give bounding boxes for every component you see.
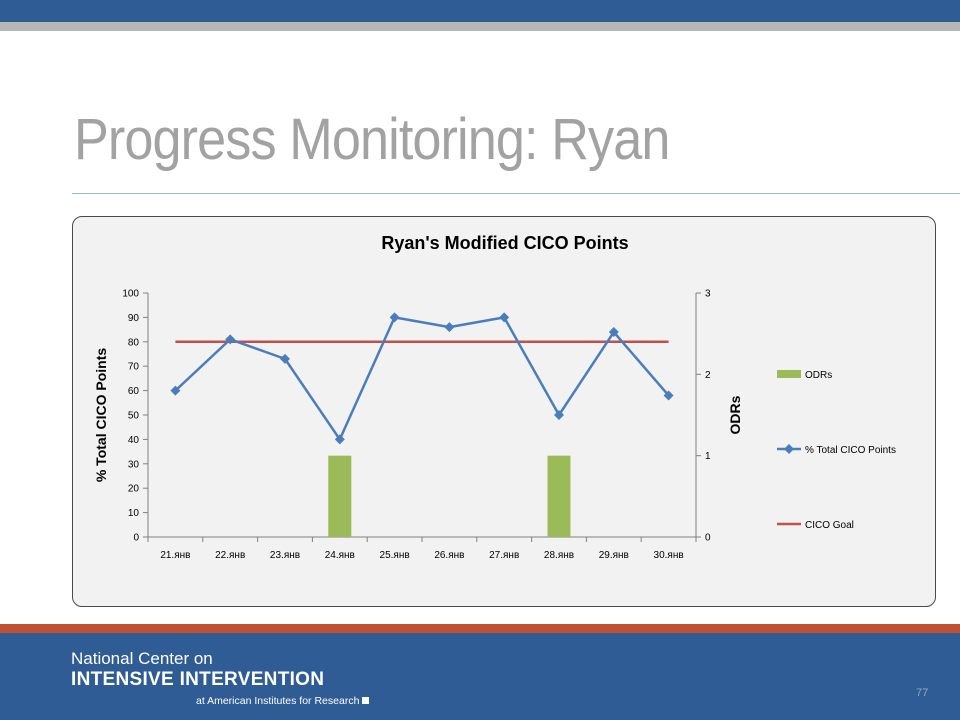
cico-point-marker [444,322,455,333]
odr-bar [328,455,352,537]
cico-point-marker [225,334,236,345]
x-tick-label: 25.янв [380,550,410,561]
cico-point-marker [389,312,400,323]
y-tick-label: 80 [128,337,140,348]
y-tick-label: 10 [128,508,140,519]
y-tick-label: 70 [128,362,140,373]
y-tick-label: 60 [128,386,140,397]
chart-container: Ryan's Modified CICO Points 0 10 20 30 40 50 60… [72,216,936,607]
footer-stripe [0,624,960,633]
cico-chart: Ryan's Modified CICO Points0102030405060… [93,233,896,561]
y-tick-label: 50 [128,411,140,422]
x-tick-label: 28.янв [544,550,574,561]
legend-label-odrs: ODRs [805,370,832,381]
cico-point-marker [170,385,181,396]
y2-axis-title: ODRs [727,395,743,434]
y-tick-label: 0 [133,533,139,544]
y2-tick-label: 3 [705,289,711,300]
odr-bar [547,455,571,537]
legend-label-points: % Total CICO Points [805,445,896,456]
footer-org-line1: National Center on [71,649,213,668]
cico-point-marker [608,327,619,338]
x-tick-label: 30.янв [654,550,684,561]
footer-affiliation: at American Institutes for Research [196,695,360,707]
footer-org-line2: INTENSIVE INTERVENTION [71,669,325,690]
y-tick-label: 100 [122,289,139,300]
x-tick-label: 22.янв [215,550,245,561]
x-tick-label: 23.янв [270,550,300,561]
chart-title: Ryan's Modified CICO Points [381,233,628,253]
x-tick-label: 27.янв [489,550,519,561]
x-tick-label: 26.янв [434,550,464,561]
y-tick-label: 90 [128,313,140,324]
y2-tick-label: 1 [705,451,711,462]
cico-points-line [174,316,670,441]
legend-swatch-odrs [777,370,801,378]
x-tick-label: 24.янв [325,550,355,561]
footer-bar: National Center on INTENSIVE INTERVENTIO… [0,633,960,720]
y-tick-label: 20 [128,484,140,495]
title-divider [72,193,960,194]
square-icon [362,697,370,704]
cico-point-marker [499,312,510,323]
header-bar [0,0,960,22]
legend-marker-points [784,444,794,454]
footer-org-line3: at American Institutes for Research [196,695,370,707]
y2-tick-label: 2 [705,370,711,381]
y-axis-title: % Total CICO Points [93,348,109,483]
cico-point-marker [554,410,564,420]
cico-point-marker [334,434,345,445]
y2-tick-label: 0 [705,533,711,544]
slide-title: Progress Monitoring: Ryan [74,107,670,172]
legend-label-goal: CICO Goal [805,520,854,531]
header-stripe [0,22,960,31]
x-tick-label: 29.янв [599,550,629,561]
y-tick-label: 40 [128,435,140,446]
x-tick-label: 21.янв [160,550,190,561]
page-number: 77 [916,687,929,699]
cico-point-marker [663,390,674,401]
y-tick-label: 30 [128,459,140,470]
cico-point-marker [280,353,290,364]
